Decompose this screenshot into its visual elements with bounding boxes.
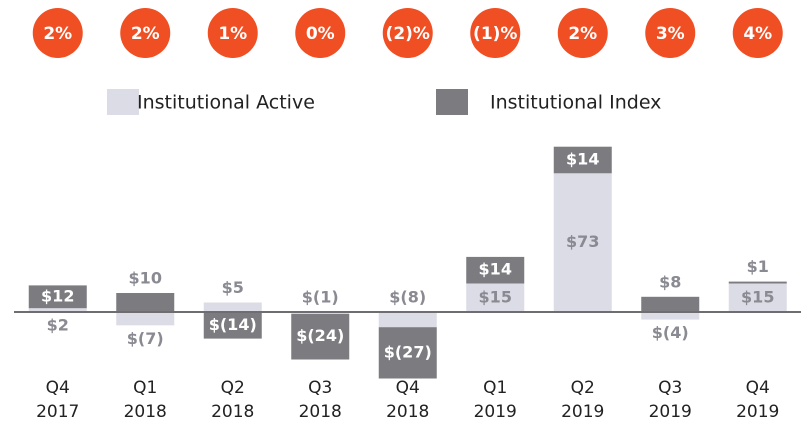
x-tick-label: Q4 — [746, 378, 770, 398]
bar-segment — [116, 293, 175, 312]
value-label: $(24) — [296, 326, 344, 345]
growth-badge — [207, 8, 258, 58]
growth-label: 4% — [743, 24, 772, 44]
growth-label: (2)% — [386, 24, 430, 44]
growth-label: 2% — [131, 24, 160, 44]
bar-segment — [553, 173, 612, 312]
growth-label: 0% — [306, 24, 335, 44]
growth-label: (1)% — [473, 24, 517, 44]
growth-badge — [120, 8, 171, 58]
legend-swatch — [107, 89, 139, 115]
bar-segment — [466, 256, 525, 284]
growth-label: 3% — [656, 24, 685, 44]
bar-segment — [553, 146, 612, 174]
growth-label: 2% — [568, 24, 597, 44]
growth-label: 2% — [43, 24, 72, 44]
value-label: $10 — [129, 269, 162, 288]
growth-badge — [32, 8, 83, 58]
value-label: $5 — [222, 278, 244, 297]
value-label: $14 — [566, 150, 599, 169]
x-tick-label: Q3 — [658, 378, 682, 398]
value-label: $12 — [41, 286, 74, 305]
x-tick-label: 2019 — [649, 402, 692, 422]
x-tick-label: 2019 — [474, 402, 517, 422]
value-label: $8 — [659, 272, 681, 291]
bar-segment — [116, 312, 175, 326]
value-label: $1 — [747, 257, 769, 276]
x-tick-label: 2017 — [36, 402, 79, 422]
growth-badge — [382, 8, 433, 58]
bar-segment — [203, 312, 262, 339]
bar-segment — [28, 308, 87, 312]
legend-swatch — [436, 89, 468, 115]
x-tick-label: 2018 — [299, 402, 342, 422]
value-label: $15 — [741, 287, 774, 306]
bar-segment — [641, 312, 700, 320]
value-label: $(7) — [127, 329, 164, 348]
x-tick-label: 2018 — [386, 402, 429, 422]
x-tick-label: Q4 — [396, 378, 420, 398]
value-label: $(27) — [384, 342, 432, 361]
x-tick-label: 2019 — [561, 402, 604, 422]
x-tick-label: 2019 — [736, 402, 779, 422]
value-label: $15 — [479, 287, 512, 306]
x-tick-label: Q4 — [46, 378, 70, 398]
value-label: $(1) — [302, 288, 339, 307]
value-label: $2 — [47, 316, 69, 335]
x-tick-label: Q2 — [221, 378, 245, 398]
value-label: $(14) — [209, 315, 257, 334]
growth-badge — [645, 8, 696, 58]
value-label: $73 — [566, 232, 599, 251]
x-tick-label: Q2 — [571, 378, 595, 398]
bar-segment — [378, 312, 437, 328]
value-label: $14 — [479, 260, 512, 279]
growth-badge — [470, 8, 521, 58]
bar-segment — [728, 281, 787, 284]
bar-segment — [203, 302, 262, 312]
value-label: $(4) — [652, 323, 689, 342]
bar-segment — [466, 283, 525, 312]
bar-segment — [728, 283, 787, 312]
growth-badge — [295, 8, 346, 58]
value-label: $(8) — [389, 288, 426, 307]
bar-segment — [28, 285, 87, 309]
legend-label: Institutional Index — [490, 92, 661, 114]
bar-segment — [291, 313, 350, 360]
x-tick-label: Q1 — [483, 378, 507, 398]
x-tick-label: Q1 — [133, 378, 157, 398]
x-tick-label: Q3 — [308, 378, 332, 398]
bar-segment — [378, 327, 437, 379]
x-tick-label: 2018 — [211, 402, 254, 422]
growth-badge — [732, 8, 783, 58]
bar-segment — [641, 296, 700, 312]
legend-label: Institutional Active — [137, 92, 315, 114]
growth-label: 1% — [218, 24, 247, 44]
growth-badge — [557, 8, 608, 58]
x-tick-label: 2018 — [124, 402, 167, 422]
